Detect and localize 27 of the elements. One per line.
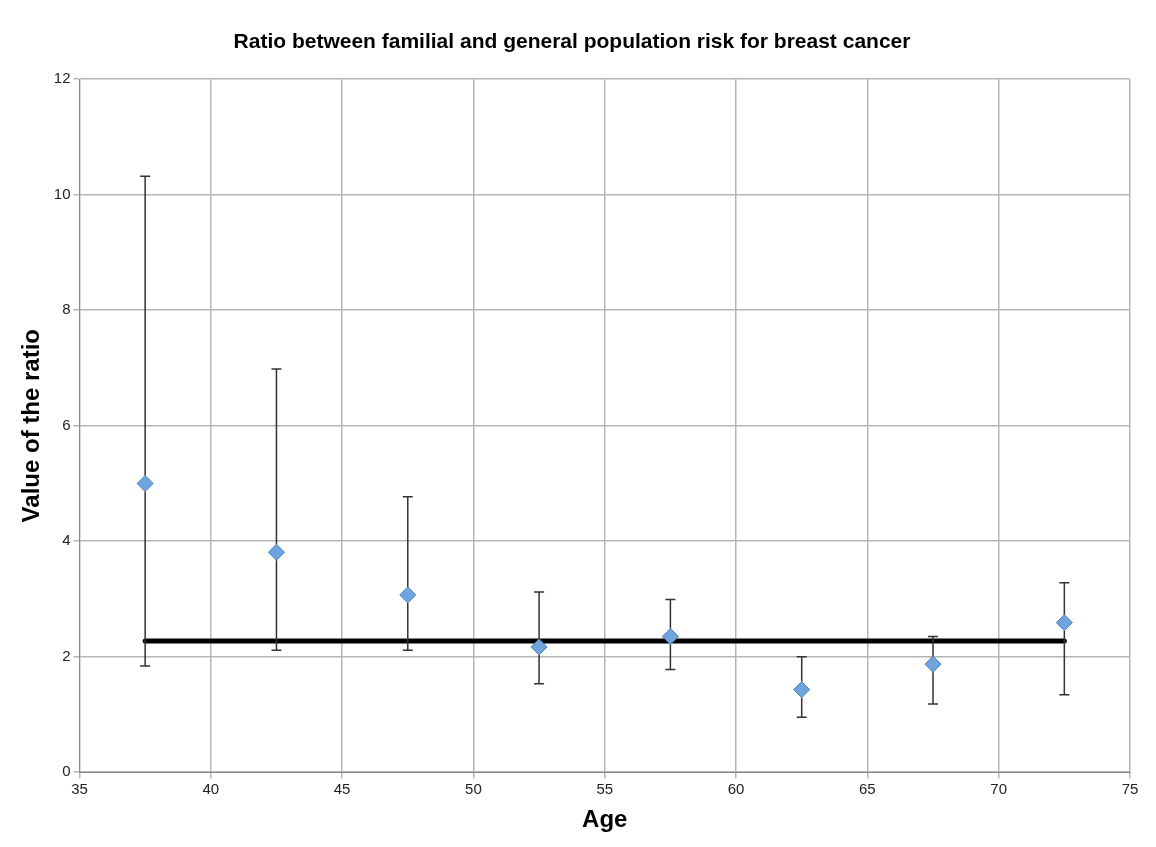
y-tick-label: 4 xyxy=(62,531,71,549)
x-tick-label: 55 xyxy=(596,780,614,798)
point xyxy=(530,638,548,656)
x-tick-label: 40 xyxy=(202,780,220,798)
point xyxy=(399,586,417,604)
point xyxy=(1055,614,1073,632)
y-tick-label: 8 xyxy=(62,300,71,318)
x-tick-label: 35 xyxy=(71,780,88,798)
y-tick-label: 2 xyxy=(62,646,71,664)
y-tick-label: 12 xyxy=(53,69,71,87)
y-tick-label: 10 xyxy=(53,184,71,202)
point xyxy=(924,655,942,673)
x-axis-title: Age xyxy=(582,805,628,833)
point xyxy=(136,474,154,492)
y-tick-label: 6 xyxy=(62,415,71,433)
x-tick-label: 45 xyxy=(333,780,351,798)
point xyxy=(793,681,811,699)
x-tick-label: 50 xyxy=(465,780,482,798)
point xyxy=(267,543,285,561)
chart-title: Ratio between familial and general population risk for breast cancer xyxy=(233,29,911,53)
y-axis-title: Value of the ratio xyxy=(17,329,45,523)
x-tick-label: 65 xyxy=(859,780,876,798)
x-tick-label: 75 xyxy=(1121,780,1139,798)
y-tick-label: 0 xyxy=(62,762,71,780)
point xyxy=(661,627,679,645)
x-tick-label: 70 xyxy=(990,780,1008,798)
x-tick-label: 60 xyxy=(727,780,745,798)
